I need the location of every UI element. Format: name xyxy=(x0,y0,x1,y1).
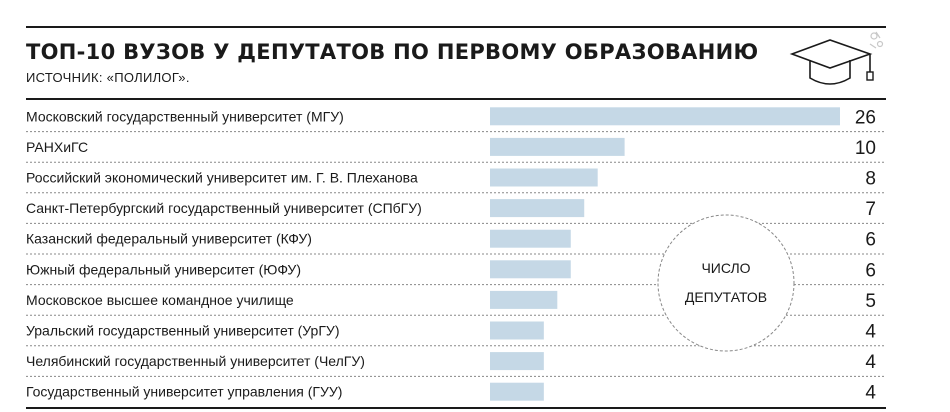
category-label: Московский государственный университет (… xyxy=(26,108,344,124)
bar xyxy=(490,137,625,156)
header-rule xyxy=(26,98,886,100)
bar xyxy=(490,290,558,309)
bar xyxy=(490,107,840,126)
bar xyxy=(490,168,598,187)
legend-badge: ЧИСЛО ДЕПУТАТОВ xyxy=(657,214,795,352)
value-label: 6 xyxy=(865,260,876,281)
chart-source: ИСТОЧНИК: «ПОЛИЛОГ». xyxy=(26,70,190,85)
value-label: 4 xyxy=(865,383,876,404)
category-label: Санкт-Петербургский государственный унив… xyxy=(26,200,422,216)
chart-title: ТОП-10 ВУЗОВ У ДЕПУТАТОВ ПО ПЕРВОМУ ОБРА… xyxy=(26,40,759,64)
category-label: Российский экономический университет им.… xyxy=(26,170,418,186)
value-label: 10 xyxy=(855,138,876,159)
bar xyxy=(490,199,585,218)
bar xyxy=(490,229,571,248)
category-label: Московское высшее командное училище xyxy=(26,292,294,308)
value-label: 4 xyxy=(865,352,876,373)
bottom-rule xyxy=(26,407,886,409)
value-label: 26 xyxy=(855,107,876,128)
value-label: 6 xyxy=(865,230,876,251)
category-label: Государственный университет управления (… xyxy=(26,384,342,400)
top-rule xyxy=(26,26,886,28)
value-label: 4 xyxy=(865,322,876,343)
legend-line-1: ЧИСЛО xyxy=(701,260,750,276)
value-label: 5 xyxy=(865,291,876,312)
graduation-cap-icon xyxy=(789,31,884,85)
category-label: Уральский государственный университет (У… xyxy=(26,323,339,339)
legend-line-2: ДЕПУТАТОВ xyxy=(685,289,767,305)
bar xyxy=(490,321,544,340)
category-label: Казанский федеральный университет (КФУ) xyxy=(26,231,312,247)
category-label: Челябинский государственный университет … xyxy=(26,353,365,369)
bar xyxy=(490,382,544,401)
bar xyxy=(490,260,571,279)
category-label: РАНХиГС xyxy=(26,139,88,155)
value-label: 8 xyxy=(865,169,876,190)
bar xyxy=(490,352,544,371)
value-label: 7 xyxy=(865,199,876,220)
category-label: Южный федеральный университет (ЮФУ) xyxy=(26,261,301,277)
